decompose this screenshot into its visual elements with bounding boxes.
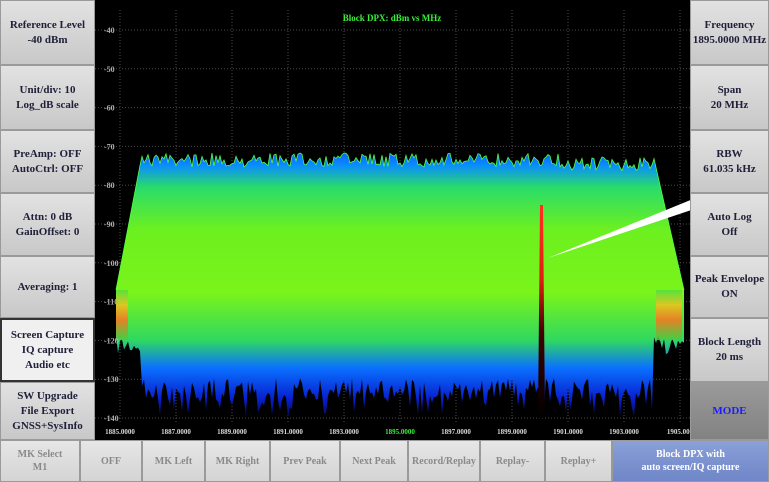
button-label: Replay- bbox=[496, 455, 529, 468]
x-tick-label: 1901.0000 bbox=[553, 428, 583, 436]
button-label: MK Select bbox=[18, 448, 63, 461]
button-label: 20 ms bbox=[716, 350, 743, 365]
bottom-menu-button[interactable]: Next Peak bbox=[340, 440, 408, 482]
x-tick-label: 1885.0000 bbox=[105, 428, 135, 436]
button-label: IQ capture bbox=[22, 343, 73, 358]
button-label: AutoCtrl: OFF bbox=[12, 162, 83, 177]
x-tick-label: 1889.0000 bbox=[217, 428, 247, 436]
button-label: ON bbox=[721, 287, 738, 302]
y-tick-label: -90 bbox=[104, 220, 115, 229]
button-label: Audio etc bbox=[25, 358, 70, 373]
left-menu-button[interactable]: Reference Level-40 dBm bbox=[0, 0, 95, 65]
y-tick-label: -100 bbox=[104, 259, 119, 268]
y-tick-label: -60 bbox=[104, 104, 115, 113]
y-tick-label: -50 bbox=[104, 65, 115, 74]
button-label: Log_dB scale bbox=[16, 98, 79, 113]
button-label: PreAmp: OFF bbox=[14, 147, 82, 162]
button-label: 20 MHz bbox=[711, 98, 749, 113]
y-tick-label: -40 bbox=[104, 26, 115, 35]
button-label: Averaging: 1 bbox=[18, 280, 78, 295]
button-label: -40 dBm bbox=[27, 33, 67, 48]
chart-title: Block DPX: dBm vs MHz bbox=[343, 13, 442, 23]
x-tick-label: 1893.0000 bbox=[329, 428, 359, 436]
button-label: MK Left bbox=[155, 455, 193, 468]
bottom-menu-button[interactable]: OFF bbox=[80, 440, 142, 482]
button-label: OFF bbox=[101, 455, 121, 468]
button-label: RBW bbox=[716, 147, 742, 162]
button-label: Peak Envelope bbox=[695, 272, 764, 287]
y-tick-label: -140 bbox=[104, 414, 119, 423]
button-label: MODE bbox=[712, 404, 746, 419]
button-label: Block Length bbox=[698, 335, 761, 350]
y-tick-label: -80 bbox=[104, 181, 115, 190]
spectrum-chart: -40 -50 -60 -70 -80 -90 -100 -110 -120 -130 -140 18… bbox=[0, 0, 769, 482]
button-label: Replay+ bbox=[561, 455, 597, 468]
bottom-menu-button[interactable]: MK Right bbox=[205, 440, 270, 482]
button-label: Unit/div: 10 bbox=[20, 83, 76, 98]
bottom-menu-button[interactable]: Replay+ bbox=[545, 440, 612, 482]
x-tick-label: 1899.0000 bbox=[497, 428, 527, 436]
button-label: Attn: 0 dB bbox=[23, 210, 73, 225]
button-label: File Export bbox=[21, 404, 74, 419]
button-label: Auto Log bbox=[707, 210, 751, 225]
dpx-density bbox=[116, 153, 684, 417]
x-tick-label: 1897.0000 bbox=[441, 428, 471, 436]
button-label: GainOffset: 0 bbox=[16, 225, 80, 240]
right-menu-button[interactable]: MODE bbox=[690, 382, 769, 440]
y-tick-label: -120 bbox=[104, 336, 119, 345]
x-tick-label: 1895.0000 bbox=[385, 428, 415, 436]
bottom-menu-button[interactable]: Record/Replay bbox=[408, 440, 480, 482]
button-label: auto screen/IQ capture bbox=[642, 461, 740, 474]
button-label: Block DPX with bbox=[656, 448, 725, 461]
button-label: Prev Peak bbox=[283, 455, 326, 468]
button-label: Frequency bbox=[705, 18, 755, 33]
button-label: Span bbox=[718, 83, 742, 98]
button-label: Reference Level bbox=[10, 18, 85, 33]
button-label: Record/Replay bbox=[412, 455, 476, 468]
bottom-menu-button[interactable]: MK Left bbox=[142, 440, 205, 482]
bottom-menu-button[interactable]: Prev Peak bbox=[270, 440, 340, 482]
screen: -40 -50 -60 -70 -80 -90 -100 -110 -120 -130 -140 18… bbox=[0, 0, 769, 482]
x-tick-label: 1887.0000 bbox=[161, 428, 191, 436]
button-label: Next Peak bbox=[352, 455, 396, 468]
band-edge bbox=[656, 290, 682, 340]
button-label: Off bbox=[722, 225, 738, 240]
x-tick-label: 1891.0000 bbox=[273, 428, 303, 436]
button-label: Screen Capture bbox=[11, 328, 84, 343]
button-label: 61.035 kHz bbox=[703, 162, 756, 177]
button-label: MK Right bbox=[216, 455, 260, 468]
x-tick-label: 1903.0000 bbox=[609, 428, 639, 436]
y-tick-label: -130 bbox=[104, 375, 119, 384]
button-label: SW Upgrade bbox=[17, 389, 78, 404]
left-menu-button[interactable]: Averaging: 1 bbox=[0, 256, 95, 318]
y-tick-label: -70 bbox=[104, 142, 115, 151]
button-label: 1895.0000 MHz bbox=[693, 33, 766, 48]
button-label: M1 bbox=[33, 461, 47, 474]
button-label: GNSS+SysInfo bbox=[12, 419, 82, 434]
bottom-menu-button[interactable]: Replay- bbox=[480, 440, 545, 482]
y-tick-label: -110 bbox=[104, 298, 118, 307]
